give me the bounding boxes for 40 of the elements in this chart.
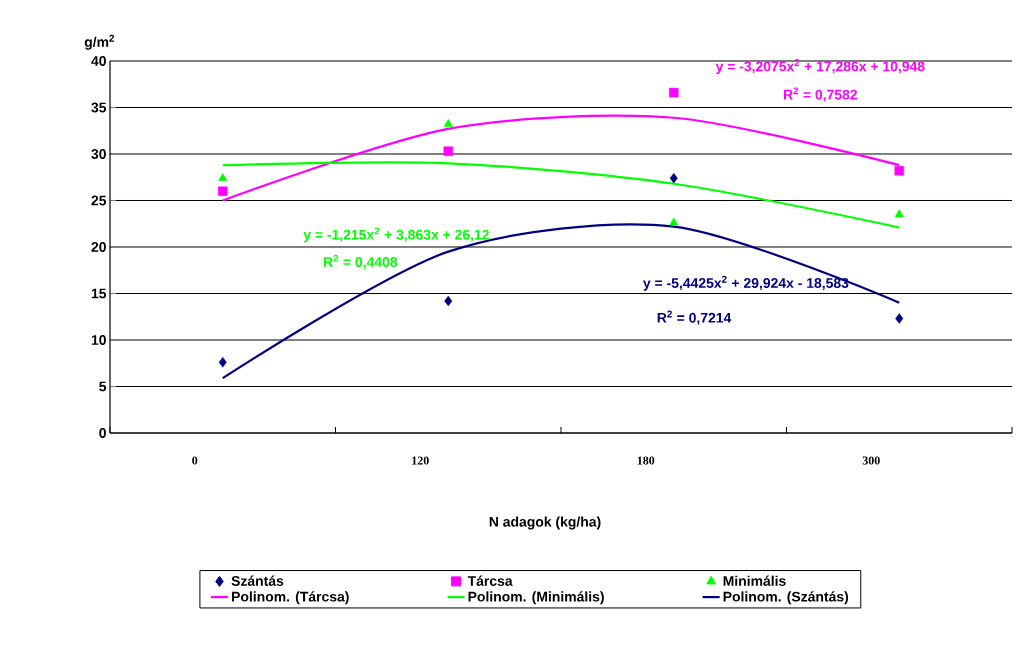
y-tick-label: 30 <box>91 149 106 159</box>
y-tick-label: 35 <box>91 102 107 113</box>
point <box>895 313 904 324</box>
point <box>444 295 453 307</box>
y-tick-label: 15 <box>91 288 107 299</box>
x-axis-title: N adagok (kg/ha) <box>489 516 601 530</box>
legend-label: Minimális <box>723 575 786 586</box>
point <box>218 186 228 196</box>
y-tick-label: 40 <box>91 56 106 66</box>
y-tick-label: 10 <box>91 335 106 345</box>
annotation: y = -5,4425x$^{2}$ + 29,924x - 18,583 <box>643 275 849 291</box>
legend-label: Polinom. (Minimális) <box>468 591 604 605</box>
y-axis-title: g/m$^{2}$ <box>84 34 115 50</box>
point <box>669 217 679 226</box>
annotation: y = -3,2075x$^{2}$ + 17,286x + 10,948 <box>715 59 925 75</box>
point <box>894 166 904 176</box>
x-tick-label: 120 <box>412 456 429 465</box>
y-tick-label: 25 <box>91 195 107 206</box>
y-tick-label: 20 <box>91 242 106 252</box>
x-tick-label: 0 <box>192 456 198 465</box>
x-tick-label: 180 <box>637 456 655 465</box>
legend-label: Polinom. (Szántás) <box>723 591 849 605</box>
point <box>669 87 679 98</box>
legend-label: Szántás <box>231 575 284 586</box>
point <box>443 119 453 127</box>
y-tick-label: 5 <box>99 381 107 392</box>
point <box>894 209 904 218</box>
annotation: R$^{2}$ = 0,7582 <box>783 87 858 102</box>
point <box>443 146 453 156</box>
legend-label: Polinom. (Tárcsa) <box>232 591 349 605</box>
point <box>218 357 227 368</box>
annotation: y = -1,215x$^{2}$ + 3,863x + 26,12 <box>303 227 489 243</box>
annotation: R$^{2}$ = 0,4408 <box>323 254 398 269</box>
x-tick-label: 300 <box>862 456 880 465</box>
legend-label: Tárcsa <box>467 575 513 586</box>
y-tick-label: 0 <box>99 428 106 438</box>
point <box>218 172 228 181</box>
point <box>669 172 678 184</box>
line-series <box>221 161 901 229</box>
annotation: R$^{2}$ = 0,7214 <box>657 310 732 325</box>
